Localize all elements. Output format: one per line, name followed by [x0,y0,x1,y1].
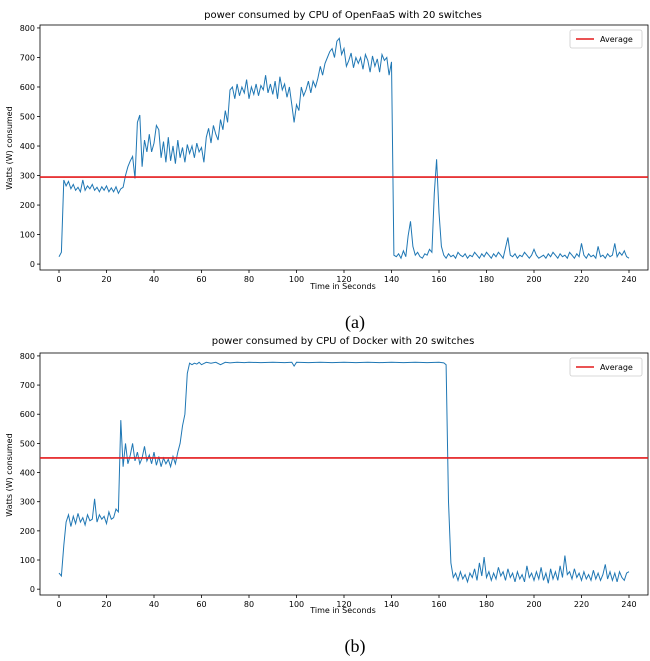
x-tick-label: 200 [526,275,541,284]
x-tick-label: 160 [431,600,446,609]
x-tick-label: 20 [101,600,111,609]
plot-area: 0 100 200 300 400 500 600 700 800 0 20 40 60 80 100 120… [20,24,649,284]
y-tick-label: 300 [20,172,35,181]
legend-label: Average [600,35,633,44]
x-axis-label: Time in Seconds [309,606,376,615]
y-tick-label: 100 [20,556,35,565]
chart-docker: power consumed by CPU of Docker with 20 … [5,336,649,657]
y-tick-label: 0 [30,585,35,594]
x-tick-label: 40 [149,275,159,284]
y-tick-label: 400 [20,142,35,151]
y-tick-label: 500 [20,439,35,448]
x-tick-label: 240 [621,275,636,284]
x-axis-label: Time in Seconds [309,282,376,291]
y-tick-label: 800 [20,24,35,33]
power-series-line [58,361,630,584]
chart-title: power consumed by CPU of OpenFaaS with 2… [204,10,482,21]
x-tick-label: 40 [149,600,159,609]
plot-area: 0 100 200 300 400 500 600 700 800 0 20 40 60 80 100 120… [20,352,649,609]
x-tick-label: 120 [336,275,351,284]
x-tick-label: 140 [384,600,399,609]
x-tick-label: 220 [574,275,589,284]
y-axis-label: Watts (W) consumed [5,433,14,516]
y-tick-label: 700 [20,381,35,390]
x-tick-label: 140 [384,275,399,284]
x-tick-label: 60 [196,275,206,284]
x-tick-label: 20 [101,275,111,284]
x-tick-label: 100 [289,275,304,284]
x-tick-label: 120 [336,600,351,609]
chart-openfaas: power consumed by CPU of OpenFaaS with 2… [5,10,649,333]
x-tick-label: 220 [574,600,589,609]
y-tick-label: 600 [20,410,35,419]
y-tick-label: 500 [20,113,35,122]
y-tick-label: 300 [20,498,35,507]
plot-frame [39,352,649,596]
plot-frame [39,24,649,271]
y-tick-label: 200 [20,201,35,210]
x-tick-label: 240 [621,600,636,609]
power-series-line [58,37,630,260]
legend-label: Average [600,363,633,372]
y-tick-label: 700 [20,53,35,62]
y-tick-label: 100 [20,231,35,240]
x-tick-label: 0 [56,600,61,609]
legend-box [569,29,643,49]
y-tick-label: 600 [20,83,35,92]
x-tick-label: 60 [196,600,206,609]
y-tick-label: 0 [30,260,35,269]
figure-caption: (b) [345,636,366,657]
x-tick-label: 180 [479,600,494,609]
y-tick-label: 200 [20,527,35,536]
chart-title: power consumed by CPU of Docker with 20 … [212,336,475,347]
x-tick-label: 160 [431,275,446,284]
x-tick-label: 180 [479,275,494,284]
y-tick-label: 400 [20,469,35,478]
figure-caption: (a) [345,312,365,333]
x-tick-label: 100 [289,600,304,609]
x-tick-label: 80 [244,275,254,284]
x-tick-label: 0 [56,275,61,284]
y-axis-label: Watts (W) consumed [5,106,14,189]
y-tick-label: 800 [20,352,35,361]
x-tick-label: 200 [526,600,541,609]
x-tick-label: 80 [244,600,254,609]
legend-box [569,357,643,377]
